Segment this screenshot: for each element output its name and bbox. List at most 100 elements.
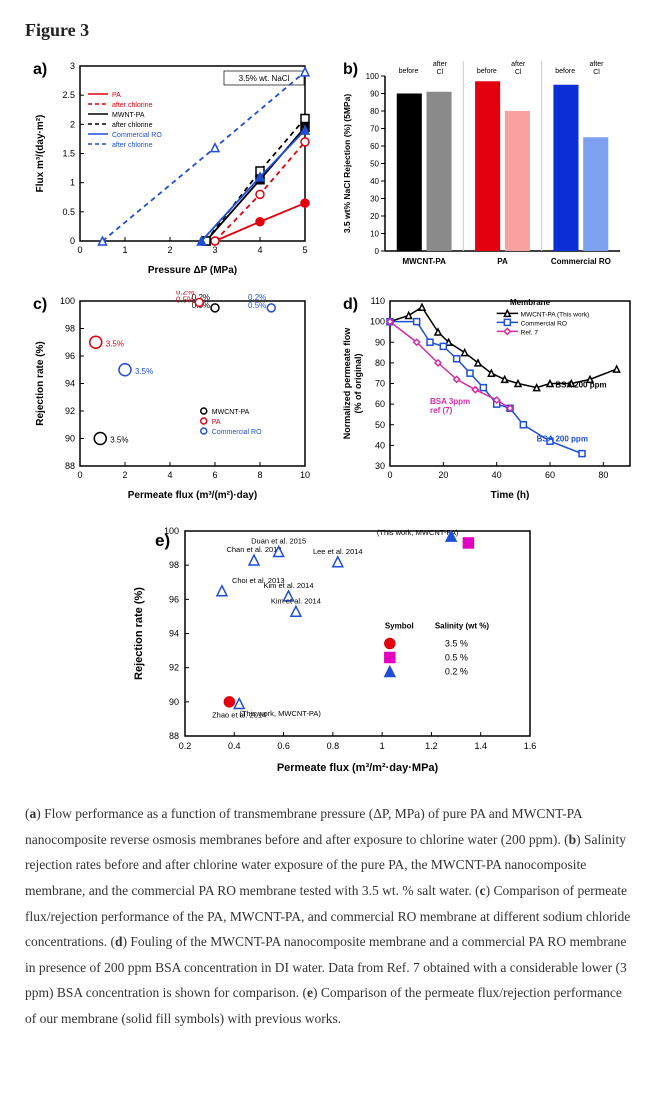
- svg-text:Permeate flux (m³/(m²)·day): Permeate flux (m³/(m²)·day): [128, 490, 257, 501]
- svg-text:2: 2: [167, 245, 172, 255]
- panel-a: a)01234500.511.522.53Pressure ΔP (MPa)Fl…: [25, 56, 315, 281]
- svg-text:after chlorine: after chlorine: [112, 102, 153, 109]
- svg-text:Rejection rate (%): Rejection rate (%): [133, 587, 145, 680]
- svg-text:0.5: 0.5: [62, 207, 75, 217]
- svg-text:88: 88: [65, 461, 75, 471]
- svg-text:110: 110: [371, 296, 385, 306]
- svg-text:before: before: [555, 68, 575, 75]
- svg-text:a): a): [33, 61, 47, 78]
- panel-b: b)01020304050607080901003.5 wt% NaCl Rej…: [335, 56, 635, 281]
- svg-text:Ref. 7: Ref. 7: [521, 329, 539, 336]
- figure-title: Figure 3: [25, 20, 635, 41]
- svg-text:Rejection rate (%): Rejection rate (%): [35, 341, 46, 425]
- figure-caption: (a) Flow performance as a function of tr…: [25, 801, 635, 1032]
- svg-text:PA: PA: [112, 92, 121, 99]
- svg-text:1.6: 1.6: [524, 741, 537, 751]
- svg-text:6: 6: [212, 470, 217, 480]
- svg-text:0.2: 0.2: [179, 741, 192, 751]
- svg-text:0: 0: [70, 236, 75, 246]
- svg-text:BSA 200 ppm: BSA 200 ppm: [555, 381, 606, 390]
- svg-text:before: before: [477, 68, 497, 75]
- svg-text:Time (h): Time (h): [491, 490, 530, 501]
- svg-text:90: 90: [375, 337, 385, 347]
- svg-text:94: 94: [169, 629, 179, 639]
- svg-text:0.4: 0.4: [228, 741, 241, 751]
- svg-text:3.5 %: 3.5 %: [445, 639, 468, 649]
- svg-text:0.5%: 0.5%: [248, 301, 266, 310]
- svg-text:94: 94: [65, 379, 75, 389]
- svg-text:20: 20: [370, 212, 379, 221]
- svg-text:100: 100: [164, 526, 179, 536]
- svg-text:0: 0: [375, 247, 380, 256]
- svg-text:0.2 %: 0.2 %: [445, 667, 468, 677]
- svg-text:100: 100: [370, 317, 385, 327]
- svg-text:98: 98: [65, 324, 75, 334]
- svg-text:PA: PA: [497, 257, 508, 266]
- svg-text:3: 3: [212, 245, 217, 255]
- svg-text:Cl: Cl: [515, 69, 522, 76]
- svg-text:40: 40: [492, 470, 502, 480]
- svg-text:40: 40: [375, 440, 385, 450]
- svg-text:3.5%: 3.5%: [135, 367, 153, 376]
- svg-text:after: after: [511, 61, 526, 68]
- svg-text:0.6: 0.6: [277, 741, 290, 751]
- svg-text:after chlorine: after chlorine: [112, 142, 153, 149]
- svg-text:100: 100: [366, 72, 380, 81]
- svg-text:96: 96: [65, 351, 75, 361]
- svg-text:80: 80: [370, 107, 379, 116]
- svg-text:b): b): [343, 61, 358, 78]
- panel-c: c)0246810889092949698100Permeate flux (m…: [25, 291, 315, 506]
- svg-text:98: 98: [169, 560, 179, 570]
- svg-text:3.5%: 3.5%: [110, 436, 128, 445]
- svg-text:40: 40: [370, 177, 379, 186]
- svg-text:0.8: 0.8: [327, 741, 340, 751]
- svg-text:90: 90: [169, 697, 179, 707]
- panel-d: d)02040608030405060708090100110Time (h)N…: [335, 291, 635, 506]
- svg-text:BSA 200 ppm: BSA 200 ppm: [537, 434, 588, 443]
- svg-text:(This work, MWCNT-PA): (This work, MWCNT-PA): [239, 709, 321, 718]
- svg-text:60: 60: [370, 142, 379, 151]
- svg-text:90: 90: [65, 434, 75, 444]
- svg-text:d): d): [343, 296, 358, 313]
- svg-text:80: 80: [598, 470, 608, 480]
- svg-text:92: 92: [169, 663, 179, 673]
- svg-text:Pressure ΔP (MPa): Pressure ΔP (MPa): [148, 265, 237, 276]
- chart-e: e)0.20.40.60.811.21.41.6889092949698100P…: [120, 516, 540, 776]
- svg-text:Chan et al. 2013: Chan et al. 2013: [226, 545, 281, 554]
- svg-text:Permeate flux (m³/m²·day·MPa): Permeate flux (m³/m²·day·MPa): [277, 762, 439, 774]
- svg-text:88: 88: [169, 731, 179, 741]
- svg-text:96: 96: [169, 594, 179, 604]
- svg-text:2: 2: [70, 119, 75, 129]
- svg-text:Flux m³/(day·m²): Flux m³/(day·m²): [35, 115, 46, 193]
- svg-text:80: 80: [375, 358, 385, 368]
- svg-text:3: 3: [70, 61, 75, 71]
- svg-text:c): c): [33, 296, 47, 313]
- svg-text:8: 8: [257, 470, 262, 480]
- svg-text:1: 1: [380, 741, 385, 751]
- svg-text:BSA 3ppm: BSA 3ppm: [430, 397, 470, 406]
- svg-text:MWCNT-PA (This work): MWCNT-PA (This work): [521, 311, 590, 318]
- svg-text:70: 70: [370, 125, 379, 134]
- svg-text:10: 10: [300, 470, 310, 480]
- svg-text:2.5: 2.5: [62, 90, 75, 100]
- chart-d: d)02040608030405060708090100110Time (h)N…: [335, 291, 635, 501]
- svg-text:0: 0: [77, 245, 82, 255]
- svg-text:20: 20: [438, 470, 448, 480]
- svg-text:4: 4: [257, 245, 262, 255]
- svg-text:2: 2: [122, 470, 127, 480]
- svg-text:3.5 wt% NaCl Rejection (%) (5M: 3.5 wt% NaCl Rejection (%) (5MPa): [342, 94, 352, 234]
- svg-text:Lee et al. 2014: Lee et al. 2014: [313, 547, 363, 556]
- svg-text:Commercial RO: Commercial RO: [212, 429, 262, 436]
- svg-text:Cl: Cl: [437, 69, 444, 76]
- panel-e: e)0.20.40.60.811.21.41.6889092949698100P…: [120, 516, 540, 781]
- svg-text:50: 50: [375, 420, 385, 430]
- svg-text:0: 0: [77, 470, 82, 480]
- svg-text:Salinity (wt %): Salinity (wt %): [435, 622, 490, 631]
- svg-text:60: 60: [545, 470, 555, 480]
- svg-text:30: 30: [370, 195, 379, 204]
- svg-text:92: 92: [65, 406, 75, 416]
- chart-a: a)01234500.511.522.53Pressure ΔP (MPa)Fl…: [25, 56, 315, 276]
- svg-text:10: 10: [370, 230, 379, 239]
- svg-text:Kim et al. 2014: Kim et al. 2014: [263, 581, 313, 590]
- svg-text:60: 60: [375, 399, 385, 409]
